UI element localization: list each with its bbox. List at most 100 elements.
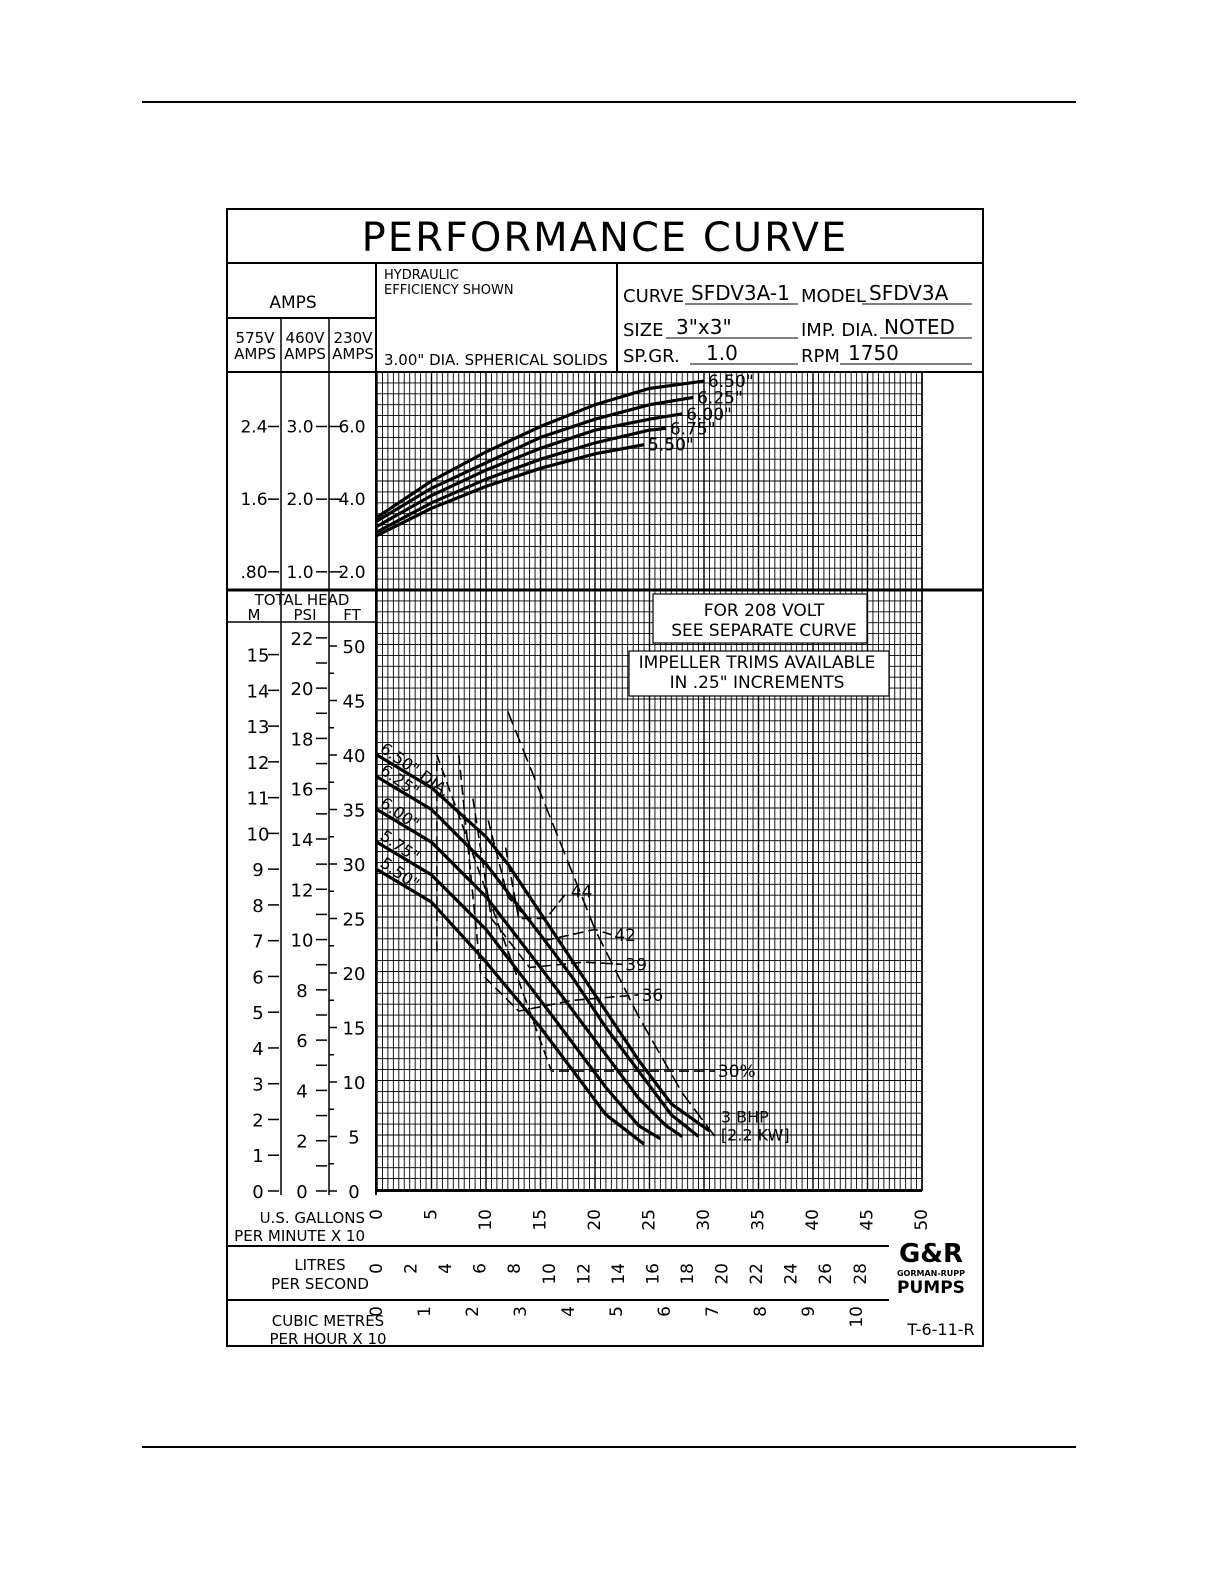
ft-tick: 35 bbox=[343, 801, 366, 822]
lps-tick: 22 bbox=[747, 1263, 767, 1285]
m-tick: 11 bbox=[247, 789, 270, 810]
size-label: SIZE bbox=[623, 320, 663, 341]
efficiency-curve bbox=[472, 798, 623, 969]
psi-tick: 6 bbox=[296, 1031, 307, 1052]
m-tick: 15 bbox=[247, 646, 270, 667]
head-curve bbox=[376, 868, 645, 1146]
gpm-tick: 15 bbox=[531, 1209, 551, 1231]
gpm-axis-label: U.S. GALLONS bbox=[260, 1209, 365, 1227]
volt-col-label: AMPS bbox=[234, 345, 276, 363]
drawing-number: T-6-11-R bbox=[906, 1320, 974, 1339]
psi-tick: 18 bbox=[291, 729, 314, 750]
bottom-rule bbox=[142, 1446, 1076, 1448]
m-tick: 4 bbox=[252, 1039, 263, 1060]
psi-tick: 2 bbox=[296, 1132, 307, 1153]
efficiency-label: 39 bbox=[625, 955, 647, 975]
cmh-tick: 9 bbox=[799, 1306, 819, 1317]
volt-col-label: AMPS bbox=[332, 345, 374, 363]
bhp-limit-curve bbox=[507, 711, 716, 1137]
head-curve bbox=[376, 753, 711, 1133]
amps-575-tick: 2.4 bbox=[240, 418, 267, 438]
curve-label: CURVE bbox=[623, 286, 684, 307]
ft-tick: 5 bbox=[348, 1128, 359, 1149]
power-curve-label: 6.00" bbox=[686, 405, 732, 425]
efficiency-label: 30% bbox=[718, 1062, 756, 1082]
gpm-tick: 40 bbox=[803, 1209, 823, 1231]
curve-value: SFDV3A-1 bbox=[691, 281, 790, 305]
head-axis-title: TOTAL HEAD bbox=[254, 591, 350, 609]
ft-tick: 0 bbox=[348, 1182, 359, 1203]
power-curve bbox=[376, 443, 645, 537]
efficiency-curve bbox=[458, 754, 639, 1012]
amps-460-tick: 1.0 bbox=[286, 563, 313, 583]
bhp-limit-label: 3 BHP bbox=[721, 1108, 769, 1127]
hydraulic-note: EFFICIENCY SHOWN bbox=[384, 283, 514, 298]
head-unit-m: M bbox=[248, 606, 261, 624]
head-unit-ft: FT bbox=[343, 606, 361, 624]
impdia-value: NOTED bbox=[884, 315, 955, 339]
lps-tick: 8 bbox=[505, 1263, 525, 1274]
power-curve bbox=[376, 379, 705, 519]
ft-tick: 45 bbox=[343, 692, 366, 713]
psi-tick: 22 bbox=[291, 629, 314, 650]
model-value: SFDV3A bbox=[869, 281, 949, 305]
m-tick: 7 bbox=[252, 932, 263, 953]
impdia-label: IMP. DIA. bbox=[801, 320, 878, 341]
note-trims-box bbox=[628, 650, 890, 697]
efficiency-label: 44 bbox=[571, 882, 593, 902]
note-208-text: FOR 208 VOLT bbox=[704, 601, 825, 621]
cmh-tick: 4 bbox=[559, 1306, 579, 1317]
gpm-tick: 0 bbox=[367, 1209, 387, 1220]
ft-tick: 30 bbox=[343, 855, 366, 876]
chart-title: PERFORMANCE CURVE bbox=[362, 215, 849, 261]
lps-axis-label: PER SECOND bbox=[271, 1275, 369, 1293]
amps-230-tick: 2.0 bbox=[338, 563, 365, 583]
ft-tick: 10 bbox=[343, 1073, 366, 1094]
amps-460-tick: 3.0 bbox=[286, 418, 313, 438]
note-trims-text: IN .25" INCREMENTS bbox=[670, 673, 845, 693]
grid bbox=[376, 371, 923, 1192]
head-curve bbox=[376, 808, 684, 1138]
lps-tick: 6 bbox=[471, 1263, 491, 1274]
gpm-tick: 30 bbox=[694, 1209, 714, 1231]
head-unit-psi: PSI bbox=[294, 606, 317, 624]
lps-tick: 16 bbox=[643, 1263, 663, 1285]
psi-tick: 14 bbox=[291, 830, 314, 851]
lps-tick: 0 bbox=[367, 1263, 387, 1274]
psi-tick: 20 bbox=[291, 679, 314, 700]
m-tick: 2 bbox=[252, 1110, 263, 1131]
efficiency-label: 42 bbox=[614, 926, 636, 946]
cmh-axis-label: CUBIC METRES bbox=[272, 1312, 384, 1330]
m-tick: 8 bbox=[252, 896, 263, 917]
ft-tick: 20 bbox=[343, 964, 366, 985]
spgr-value: 1.0 bbox=[706, 341, 738, 365]
logo-mark: G&R bbox=[899, 1239, 963, 1269]
power-curve-label: 6.50" bbox=[708, 372, 754, 392]
efficiency-curve bbox=[436, 754, 715, 1072]
amps-230-tick: 4.0 bbox=[338, 490, 365, 510]
size-value: 3"x3" bbox=[676, 315, 732, 339]
m-tick: 9 bbox=[252, 860, 263, 881]
rpm-label: RPM bbox=[801, 346, 840, 367]
cmh-tick: 10 bbox=[847, 1306, 867, 1328]
lps-tick: 14 bbox=[609, 1263, 629, 1285]
volt-col-label: AMPS bbox=[284, 345, 326, 363]
gpm-axis-label: PER MINUTE X 10 bbox=[234, 1227, 365, 1245]
psi-tick: 16 bbox=[291, 780, 314, 801]
head-curve bbox=[376, 775, 700, 1138]
cmh-tick: 3 bbox=[511, 1306, 531, 1317]
volt-col-label: 460V bbox=[286, 329, 326, 347]
gpm-tick: 20 bbox=[585, 1209, 605, 1231]
lps-tick: 2 bbox=[402, 1263, 422, 1274]
m-tick: 13 bbox=[247, 717, 270, 738]
gpm-tick: 35 bbox=[749, 1209, 769, 1231]
ft-tick: 40 bbox=[343, 746, 366, 767]
power-curve-label: 6.25" bbox=[697, 388, 743, 408]
power-curve-label: 5.50" bbox=[648, 436, 694, 456]
solids-note: 3.00" DIA. SPHERICAL SOLIDS bbox=[384, 351, 608, 369]
logo-line2: PUMPS bbox=[897, 1278, 965, 1298]
gpm-tick: 50 bbox=[912, 1209, 932, 1231]
power-curve bbox=[376, 426, 667, 534]
lps-tick: 28 bbox=[851, 1263, 871, 1285]
